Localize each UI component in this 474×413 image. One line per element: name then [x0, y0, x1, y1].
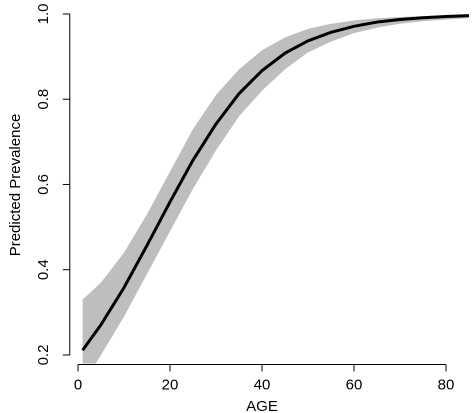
x-tick-label: 40: [254, 377, 271, 394]
x-tick-label: 0: [74, 377, 82, 394]
line: [81, 14, 470, 352]
x-tick-label: 60: [346, 377, 363, 394]
y-axis-title: Predicted Prevalence: [7, 114, 24, 257]
x-tick-label: 20: [162, 377, 179, 394]
y-tick-label: 0.2: [35, 345, 52, 366]
y-tick-label: 0.8: [35, 89, 52, 110]
x-axis-title: AGE: [246, 398, 278, 413]
y-tick-label: 1.0: [35, 4, 52, 25]
y-tick-label: 0.4: [35, 259, 52, 280]
y-tick-label: 0.6: [35, 174, 52, 195]
x-tick-label: 80: [438, 377, 455, 394]
uncertainty-band: [82, 14, 469, 364]
plot-area: [81, 14, 470, 364]
